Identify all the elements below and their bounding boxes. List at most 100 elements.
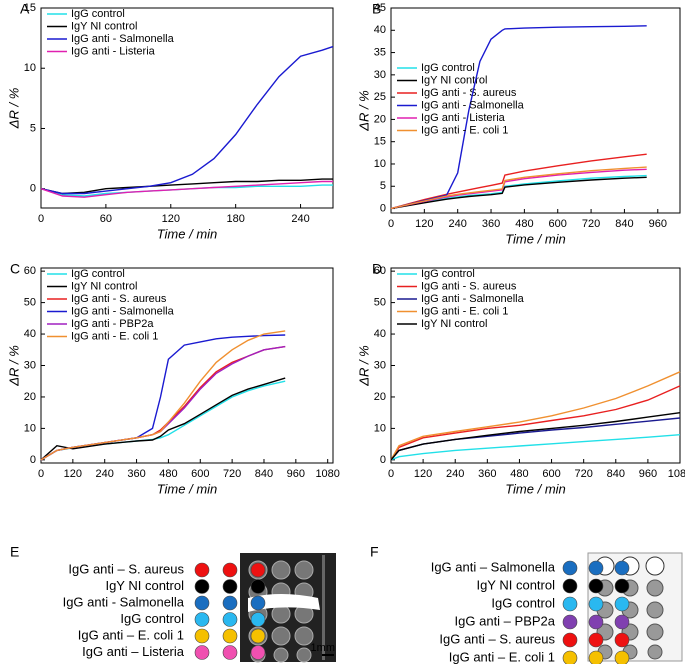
row-label: IgG anti – Listeria xyxy=(82,644,185,659)
plot-frame xyxy=(390,267,681,464)
panel-label: B xyxy=(372,1,381,17)
array-dot xyxy=(588,596,604,612)
array-dot xyxy=(588,632,604,648)
y-axis-label: ΔR / % xyxy=(356,345,371,387)
legend-label: IgY NI control xyxy=(421,74,487,86)
y-tick-label: 0 xyxy=(380,454,386,466)
x-tick-label: 360 xyxy=(478,468,496,480)
y-tick-label: 40 xyxy=(374,328,386,340)
array-dot xyxy=(614,614,630,630)
row-label: IgG control xyxy=(491,595,555,610)
x-tick-label: 240 xyxy=(449,218,467,230)
x-tick-label: 1080 xyxy=(668,468,685,480)
x-tick-label: 480 xyxy=(510,468,528,480)
array-dot xyxy=(614,650,630,664)
y-tick-label: 20 xyxy=(374,113,386,125)
array-dot xyxy=(588,650,604,664)
data-line xyxy=(40,330,286,461)
data-line xyxy=(390,385,681,461)
x-tick-label: 960 xyxy=(649,218,667,230)
array-dot xyxy=(614,596,630,612)
legend-label: IgG anti - Listeria xyxy=(421,112,506,124)
data-line xyxy=(390,153,647,210)
array-dot xyxy=(194,612,210,627)
y-tick-label: 0 xyxy=(30,183,36,195)
array-dot xyxy=(614,560,630,576)
legend-label: IgG anti - E. coli 1 xyxy=(421,305,508,317)
x-tick-label: 600 xyxy=(549,218,567,230)
row-label: IgG anti – S. aureus xyxy=(68,561,184,576)
data-line xyxy=(40,334,286,461)
array-dot xyxy=(562,614,578,630)
array-dot xyxy=(562,596,578,612)
y-tick-label: 35 xyxy=(374,46,386,58)
x-tick-label: 1080 xyxy=(315,468,339,480)
row-label: IgY NI control xyxy=(476,577,555,592)
data-line xyxy=(40,345,286,461)
array-dot xyxy=(194,645,210,660)
x-tick-label: 180 xyxy=(226,213,244,225)
array-dot xyxy=(588,578,604,594)
array-dot xyxy=(222,612,238,627)
legend-label: IgG anti - S. aureus xyxy=(71,293,167,305)
y-tick-label: 60 xyxy=(374,265,386,277)
array-dot xyxy=(562,632,578,648)
x-tick-label: 120 xyxy=(415,218,433,230)
y-tick-label: 15 xyxy=(24,2,36,14)
legend-label: IgG anti - E. coli 1 xyxy=(71,330,158,342)
y-tick-label: 30 xyxy=(24,359,36,371)
data-line xyxy=(390,174,647,210)
data-line xyxy=(390,176,647,210)
y-tick-label: 30 xyxy=(374,359,386,371)
row-label: IgY NI control xyxy=(105,578,184,593)
panel-label: A xyxy=(20,1,30,17)
y-tick-label: 50 xyxy=(24,297,36,309)
x-axis-label: Time / min xyxy=(157,226,218,241)
y-axis-label: ΔR / % xyxy=(356,90,371,132)
y-tick-label: 15 xyxy=(374,136,386,148)
array-dot xyxy=(588,560,604,576)
array-dot xyxy=(222,579,238,594)
array-dot xyxy=(222,645,238,660)
row-label: IgG anti – E. coli 1 xyxy=(449,649,555,664)
y-axis-label: ΔR / % xyxy=(6,88,21,130)
array-dot xyxy=(250,562,266,578)
x-tick-label: 240 xyxy=(291,213,309,225)
x-tick-label: 240 xyxy=(96,468,114,480)
array-dot xyxy=(222,628,238,644)
x-tick-label: 480 xyxy=(515,218,533,230)
array-dot xyxy=(250,579,266,594)
legend-label: IgG control xyxy=(71,8,125,20)
x-tick-label: 120 xyxy=(64,468,82,480)
legend-label: IgY NI control xyxy=(71,20,137,32)
x-tick-label: 0 xyxy=(388,468,394,480)
y-axis-label: ΔR / % xyxy=(6,345,21,387)
y-tick-label: 25 xyxy=(374,91,386,103)
data-line xyxy=(390,434,681,461)
panel-label: E xyxy=(10,544,19,560)
row-label: IgG control xyxy=(120,611,184,626)
y-tick-label: 5 xyxy=(380,180,386,192)
data-line xyxy=(40,377,286,461)
x-tick-label: 0 xyxy=(388,218,394,230)
data-line xyxy=(390,168,647,210)
row-label: IgG anti – PBP2a xyxy=(455,613,556,628)
y-tick-label: 10 xyxy=(24,62,36,74)
data-line xyxy=(390,412,681,461)
data-line xyxy=(390,417,681,461)
y-tick-label: 30 xyxy=(374,69,386,81)
x-tick-label: 360 xyxy=(482,218,500,230)
data-line xyxy=(390,166,647,210)
data-line xyxy=(40,45,334,195)
x-tick-label: 360 xyxy=(127,468,145,480)
x-tick-label: 840 xyxy=(615,218,633,230)
x-tick-label: 840 xyxy=(255,468,273,480)
data-line xyxy=(40,178,333,195)
x-tick-label: 120 xyxy=(162,213,180,225)
x-tick-label: 720 xyxy=(223,468,241,480)
x-tick-label: 120 xyxy=(414,468,432,480)
row-label: IgG anti – S. aureus xyxy=(439,631,555,646)
plot-frame xyxy=(390,7,681,214)
legend-label: IgG control xyxy=(71,268,125,280)
array-dot xyxy=(614,578,630,594)
